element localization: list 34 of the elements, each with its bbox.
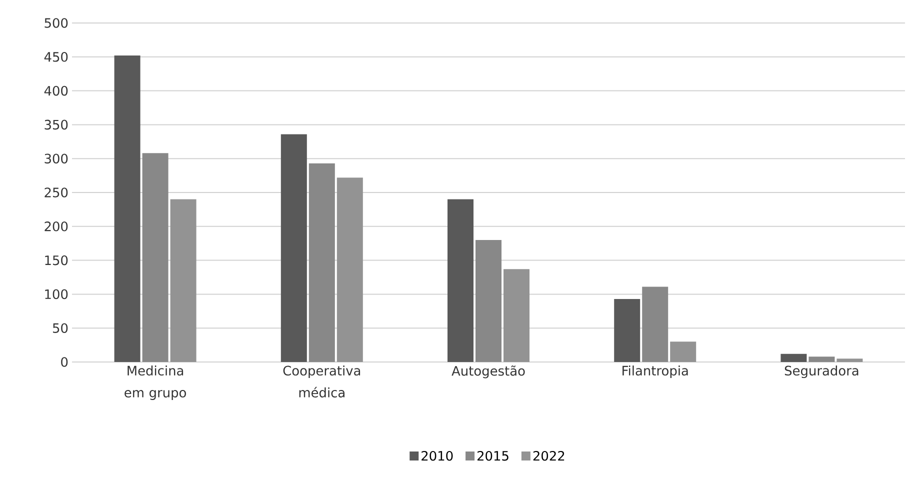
y-tick-label: 400 [44, 86, 68, 96]
y-tick-label: 250 [44, 188, 68, 198]
bar [504, 269, 530, 362]
x-tick-label: Medicina em grupo [124, 366, 186, 400]
bar [142, 153, 168, 362]
y-tick-label: 450 [44, 52, 68, 62]
y-tick-label: 100 [45, 289, 68, 300]
bar [836, 358, 863, 362]
bar [808, 356, 835, 362]
y-tick-label: 50 [53, 323, 68, 334]
y-tick-label: 500 [44, 18, 68, 28]
y-tick-label: 300 [44, 154, 68, 164]
y-tick-label: 0 [61, 357, 68, 367]
y-tick-label: 350 [44, 120, 68, 130]
x-tick-label: Cooperativa médica [283, 366, 360, 398]
bar [642, 286, 668, 362]
bar [280, 134, 307, 362]
bar [114, 56, 140, 362]
bar [780, 354, 807, 362]
legend-label: 2022 [533, 450, 564, 461]
bar [336, 178, 363, 362]
bar [614, 298, 640, 362]
x-tick-label: Autogestão [452, 366, 525, 378]
x-tick-label: Seguradora [784, 366, 858, 378]
bar [308, 163, 335, 362]
y-tick-label: 200 [44, 222, 68, 232]
bar [170, 199, 196, 362]
x-tick-label: Filantropia [622, 366, 688, 378]
y-tick-label: 150 [45, 255, 68, 266]
legend-label: 2015 [477, 450, 508, 461]
bar [476, 240, 502, 362]
bar [670, 342, 696, 362]
legend-label: 2010 [422, 450, 453, 461]
bar [448, 199, 474, 362]
